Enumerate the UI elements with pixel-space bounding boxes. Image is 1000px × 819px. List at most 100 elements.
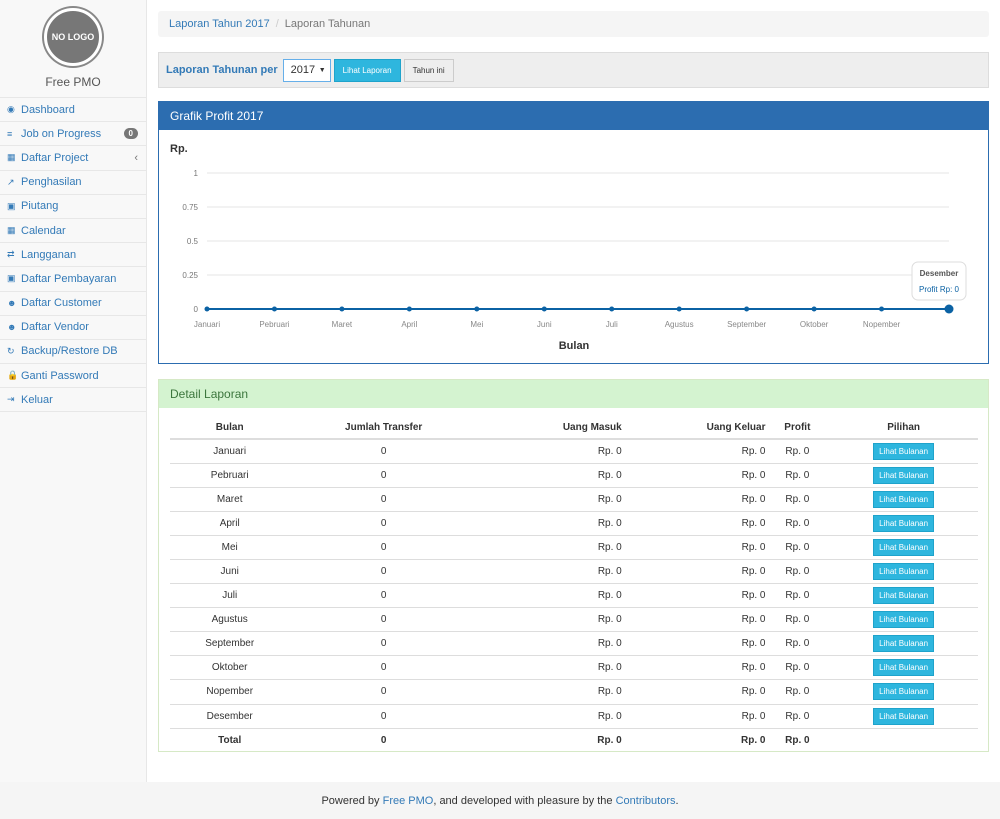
view-report-button[interactable]: Lihat Laporan <box>333 58 401 82</box>
table-cell: Rp. 0 <box>621 510 766 536</box>
table-cell: Rp. 0 <box>621 438 766 464</box>
view-monthly-button[interactable]: Lihat Bulanan <box>873 611 935 629</box>
view-monthly-button[interactable]: Lihat Bulanan <box>873 587 935 605</box>
x-tick-label: Maret <box>332 320 353 329</box>
sidebar-item-calendar[interactable]: ▦ Calendar <box>0 219 146 244</box>
detail-panel: Detail Laporan Bulan Jumlah Transfer Uang … <box>158 379 989 753</box>
this-year-button[interactable]: Tahun ini <box>403 58 454 82</box>
table-cell: Oktober <box>170 655 290 680</box>
table-row: April 0 Rp. 0 Rp. 0 Rp. 0 Lihat Bulanan <box>170 510 978 536</box>
table-cell: Rp. 0 <box>477 534 622 560</box>
tooltip <box>911 261 967 301</box>
footer-middle: , and developed with pleasure by the <box>433 794 613 807</box>
view-monthly-button[interactable]: Lihat Bulanan <box>873 442 935 460</box>
count-badge: 0 <box>123 128 138 140</box>
table-cell: Rp. 0 <box>477 679 622 705</box>
table-row: Juli 0 Rp. 0 Rp. 0 Rp. 0 Lihat Bulanan <box>170 583 978 608</box>
view-monthly-button[interactable]: Lihat Bulanan <box>873 683 935 701</box>
x-tick-label: Oktober <box>800 320 829 329</box>
profit-chart: Rp. 1 0.75 0.5 0.25 0 Januari Pebruari Maret Apri… <box>170 143 967 352</box>
column-header: Profit <box>765 417 830 440</box>
view-monthly-button[interactable]: Lihat Bulanan <box>873 490 935 508</box>
table-cell: Pebruari <box>170 462 290 488</box>
column-header: Pilihan <box>829 417 978 440</box>
data-point[interactable] <box>811 306 817 312</box>
data-point[interactable] <box>944 304 954 314</box>
footer-brand-link[interactable]: Free PMO <box>382 794 434 807</box>
data-point[interactable] <box>879 306 885 312</box>
sidebar-item-backup-restore-db[interactable]: ↻ Backup/Restore DB <box>0 340 146 365</box>
breadcrumb-link[interactable]: Laporan Tahun 2017 <box>169 18 270 30</box>
data-point[interactable] <box>541 306 547 312</box>
table-row: Mei 0 Rp. 0 Rp. 0 Rp. 0 Lihat Bulanan <box>170 534 978 560</box>
table-cell: Rp. 0 <box>477 607 622 632</box>
table-cell: Rp. 0 <box>765 438 830 464</box>
table-cell: Rp. 0 <box>765 486 830 512</box>
table-cell: Rp. 0 <box>765 703 830 729</box>
table-cell: 0 <box>289 631 478 656</box>
data-point[interactable] <box>204 306 210 312</box>
chart-panel: Grafik Profit 2017 Rp. 1 0.75 0.5 0.25 0 Janua… <box>158 101 989 364</box>
table-cell: Rp. 0 <box>765 534 830 560</box>
calendar-icon: ▦ <box>7 225 16 236</box>
sidebar-item-daftar-vendor[interactable]: ☻ Daftar Vendor <box>0 316 146 340</box>
total-row: Total 0 Rp. 0 Rp. 0 Rp. 0 <box>170 727 978 753</box>
view-monthly-button[interactable]: Lihat Bulanan <box>873 707 935 725</box>
y-tick-label: 0 <box>194 305 199 314</box>
sidebar-item-label: Calendar <box>21 224 66 237</box>
table-icon: ▦ <box>7 152 16 163</box>
sidebar-item-keluar[interactable]: ⇥ Keluar <box>0 388 146 413</box>
table-cell: Rp. 0 <box>477 583 622 608</box>
sidebar-item-daftar-project[interactable]: ▦ Daftar Project ‹ <box>0 146 146 171</box>
table-cell: 0 <box>289 655 478 680</box>
table-row: September 0 Rp. 0 Rp. 0 Rp. 0 Lihat Bulanan <box>170 631 978 656</box>
table-cell: Rp. 0 <box>477 703 622 729</box>
chart-panel-title: Grafik Profit 2017 <box>159 102 988 130</box>
view-monthly-button[interactable]: Lihat Bulanan <box>873 514 935 532</box>
x-tick-label: Juli <box>606 320 618 329</box>
data-point[interactable] <box>609 306 615 312</box>
table-cell: 0 <box>289 510 478 536</box>
view-monthly-button[interactable]: Lihat Bulanan <box>873 538 935 556</box>
chevron-left-icon: ‹ <box>134 151 138 164</box>
table-cell: Rp. 0 <box>765 462 830 488</box>
sidebar-item-job-on-progress[interactable]: ≡ Job on Progress 0 <box>0 122 146 147</box>
table-cell: 0 <box>289 462 478 488</box>
dashboard-icon: ◉ <box>7 104 15 115</box>
tooltip-title: Desember <box>920 269 959 278</box>
sidebar-item-penghasilan[interactable]: ↗ Penghasilan <box>0 171 146 195</box>
lock-icon: 🔒 <box>7 370 19 381</box>
data-point[interactable] <box>339 306 345 312</box>
x-tick-label: Januari <box>194 320 220 329</box>
sidebar-item-langganan[interactable]: ⇄ Langganan <box>0 243 146 268</box>
sidebar-item-daftar-pembayaran[interactable]: ▣ Daftar Pembayaran <box>0 267 146 292</box>
sidebar-item-dashboard[interactable]: ◉ Dashboard <box>0 98 146 123</box>
x-tick-label: September <box>727 320 766 329</box>
table-cell: Agustus <box>170 607 290 632</box>
table-row: Januari 0 Rp. 0 Rp. 0 Rp. 0 Lihat Bulanan <box>170 438 978 464</box>
table-cell: Rp. 0 <box>621 703 766 729</box>
data-point[interactable] <box>676 306 682 312</box>
footer-contributors-link[interactable]: Contributors <box>615 794 676 807</box>
table-cell: Rp. 0 <box>477 727 622 753</box>
table-cell: Rp. 0 <box>621 679 766 705</box>
money-icon: ▣ <box>7 200 16 211</box>
refresh-icon: ↻ <box>7 345 15 356</box>
data-point[interactable] <box>744 306 750 312</box>
data-point[interactable] <box>271 306 277 312</box>
table-row: Juni 0 Rp. 0 Rp. 0 Rp. 0 Lihat Bulanan <box>170 558 978 584</box>
view-monthly-button[interactable]: Lihat Bulanan <box>873 466 935 484</box>
data-point[interactable] <box>406 306 412 312</box>
year-select[interactable]: 2017 ▼ <box>282 58 331 82</box>
data-point[interactable] <box>474 306 480 312</box>
footer: Powered by Free PMO, and developed with … <box>0 782 1000 819</box>
sidebar-item-ganti-password[interactable]: 🔒 Ganti Password <box>0 364 146 389</box>
sidebar-item-piutang[interactable]: ▣ Piutang <box>0 195 146 219</box>
tasks-icon: ≡ <box>7 128 13 139</box>
sidebar-item-daftar-customer[interactable]: ☻ Daftar Customer <box>0 292 146 316</box>
view-monthly-button[interactable]: Lihat Bulanan <box>873 563 935 581</box>
sidebar-item-label: Daftar Pembayaran <box>21 272 117 285</box>
view-monthly-button[interactable]: Lihat Bulanan <box>873 659 935 677</box>
view-monthly-button[interactable]: Lihat Bulanan <box>873 635 935 653</box>
breadcrumb: Laporan Tahun 2017 / Laporan Tahunan <box>158 11 989 37</box>
